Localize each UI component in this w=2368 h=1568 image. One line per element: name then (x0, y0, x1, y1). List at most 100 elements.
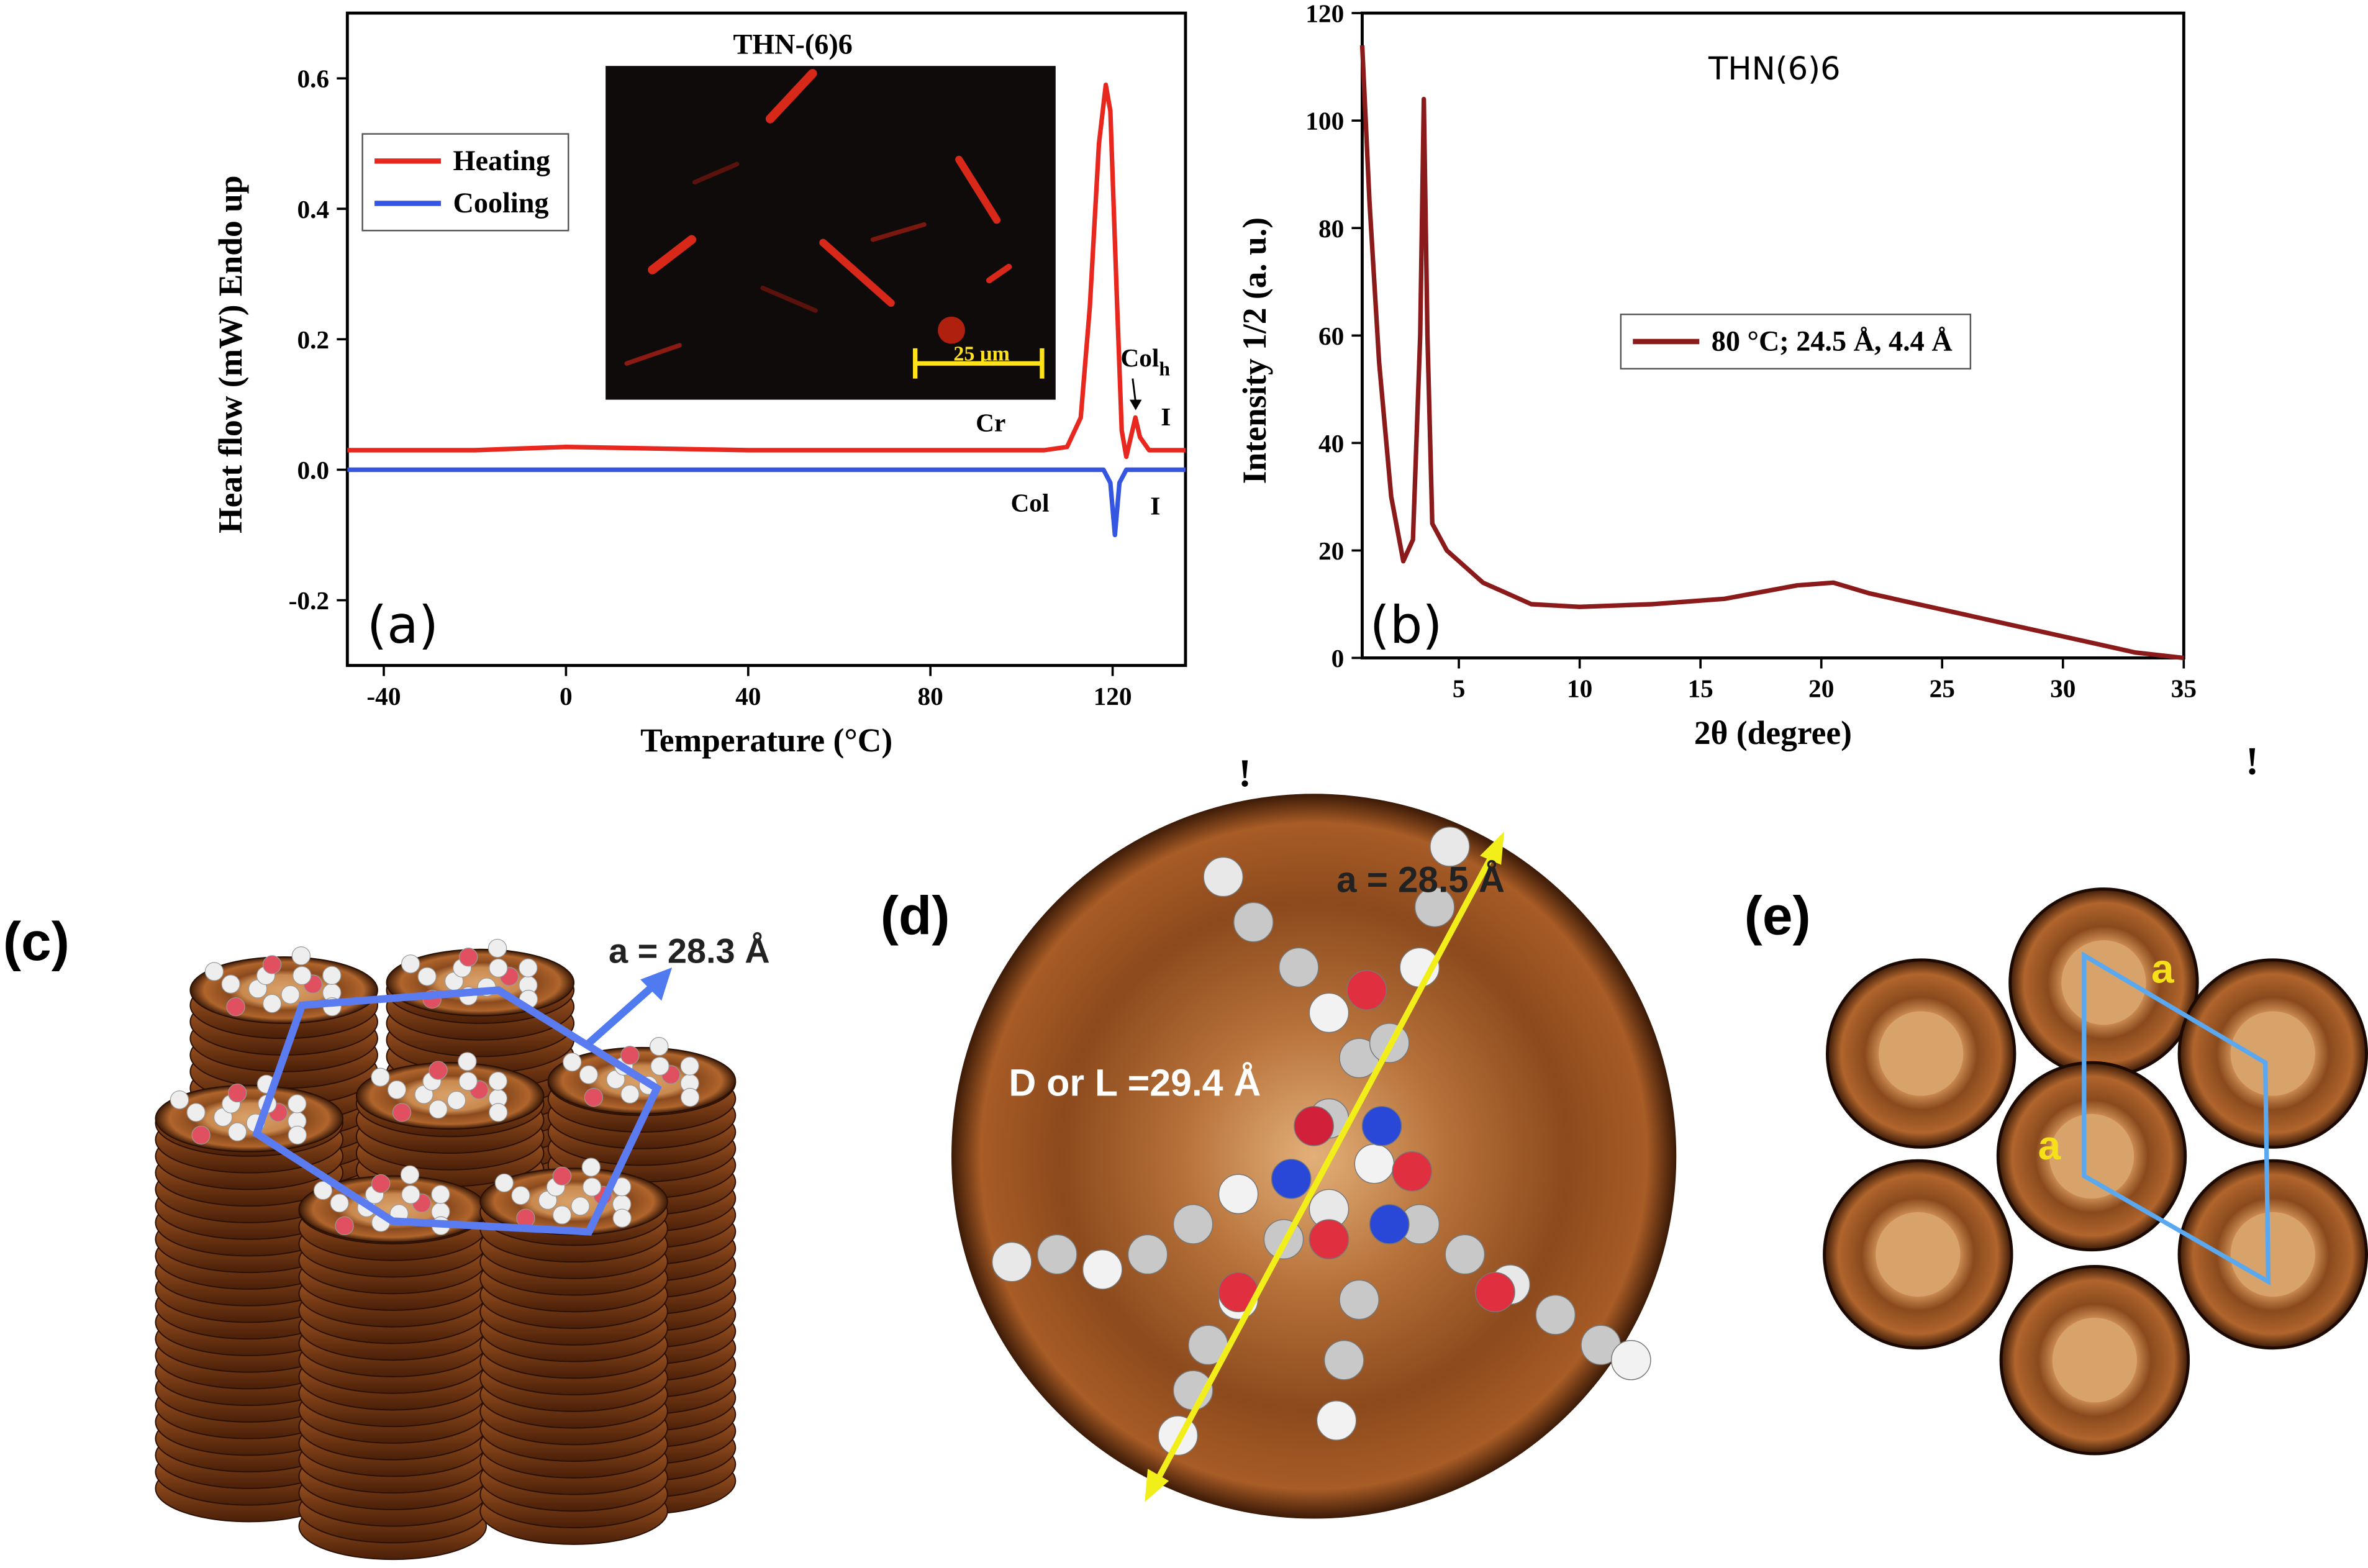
molecule-atom (288, 1094, 307, 1113)
molecule-atom (262, 994, 282, 1013)
molecule-atom (371, 1174, 391, 1194)
molecule-atom (1294, 1105, 1334, 1146)
molecule-atom (1361, 1105, 1402, 1146)
molecule-atom (620, 1084, 640, 1104)
annotation: Cr (976, 409, 1005, 437)
x-tick-label: 20 (1808, 674, 1834, 703)
molecule-atom (429, 1100, 448, 1119)
plot-frame (345, 11, 1187, 668)
dimension-arrow-head (1480, 832, 1505, 865)
molecule-atom (552, 1205, 572, 1225)
molecule-atom (288, 1125, 307, 1145)
panel-label: (b) (1370, 596, 1443, 655)
molecule-atom (581, 1158, 601, 1177)
molecule-atom (680, 1087, 700, 1107)
molecule-atom (1203, 856, 1244, 897)
legend-box (361, 133, 569, 232)
molecule-atom (313, 1181, 333, 1200)
inset-title: THN-(6)6 (733, 29, 852, 60)
unit-cell (2082, 951, 2271, 1286)
lattice-label: a = 28.5 Å (1336, 859, 1505, 900)
molecule-atom (571, 1197, 590, 1216)
molecule-atom (417, 967, 437, 986)
molecule-atom (1392, 1151, 1433, 1192)
molecule-atom (1535, 1294, 1576, 1335)
molecule-atom (1309, 992, 1350, 1033)
molecule-atom (186, 1103, 206, 1122)
molecule-atom (226, 997, 245, 1017)
molecule-atom (552, 1166, 572, 1186)
molecule-atom (1271, 1159, 1312, 1199)
annotation: Col (1120, 343, 1159, 372)
y-tick-label: -0.2 (289, 586, 329, 615)
rods (624, 69, 1012, 366)
molecule-atom (991, 1241, 1032, 1282)
molecule-atom (563, 1053, 582, 1072)
y-tick-label: 0.2 (297, 325, 329, 354)
molecule-atom (582, 1177, 602, 1197)
molecule-atom (1346, 970, 1387, 1010)
molecule-atom (612, 1208, 632, 1228)
panel-label: (c) (3, 911, 70, 972)
molecule-atom (1323, 1339, 1364, 1380)
molecule-atom (1414, 887, 1455, 928)
molecule-atom (1127, 1234, 1168, 1275)
x-tick-label: 30 (2050, 674, 2075, 703)
y-tick-label: 0.4 (297, 195, 329, 224)
molecule-atom (227, 1122, 247, 1141)
molecule-atom (431, 1185, 450, 1204)
annotation: Colh (1120, 343, 1170, 380)
y-tick-label: 100 (1305, 107, 1344, 135)
molecule-atom (447, 1090, 466, 1110)
y-tick-label: 0.0 (297, 456, 329, 484)
stray-mark: ! (1238, 751, 1251, 795)
molecule-atom (1610, 1339, 1651, 1380)
panel-c (155, 938, 737, 1561)
dimension-arrow (1153, 848, 1498, 1485)
column-core (1879, 1011, 1964, 1096)
arrow (1132, 378, 1137, 403)
molecule-atom (227, 1083, 247, 1103)
molecule-atom (620, 1046, 640, 1065)
chart-title: THN(6)6 (1708, 51, 1841, 88)
molecule-atom (1339, 1279, 1379, 1320)
molecule-atom (170, 1090, 189, 1110)
legend: Heating Cooling (361, 133, 569, 232)
molecule-atom (1278, 947, 1319, 988)
molecule-atom (191, 1125, 211, 1145)
molecule-atom (371, 1067, 390, 1087)
inset: 25 µm THN-(6)6 (606, 29, 1056, 400)
molecule-atom (1233, 902, 1274, 943)
molecule-atom (489, 958, 508, 978)
lattice-arrow (586, 979, 660, 1046)
lattice-label: a (2151, 946, 2174, 991)
annotation: Col (1010, 489, 1049, 517)
column-core (2052, 1318, 2137, 1403)
molecule-atom (335, 1216, 354, 1236)
molecule-atom (519, 958, 538, 977)
molecule-atom (400, 1165, 420, 1184)
panel-label: (e) (1744, 885, 1811, 946)
x-tick-label: 10 (1567, 674, 1592, 703)
molecule-atom (221, 974, 240, 994)
legend-label: Heating (453, 145, 551, 176)
x-axis-label: Temperature (°C) (640, 722, 892, 759)
molecule-atom (392, 1103, 412, 1122)
molecule-atom (511, 1185, 530, 1205)
column-core (1876, 1212, 1961, 1297)
legend: 80 °C; 24.5 Å, 4.4 Å (1620, 314, 1972, 369)
size-label: D or L =29.4 Å (1009, 1062, 1261, 1104)
molecule-atom (1309, 1219, 1350, 1260)
molecule-atom (680, 1056, 699, 1076)
x-tick-label: 5 (1453, 674, 1466, 703)
panel-label: (d) (881, 885, 950, 946)
molecule-atom (650, 1036, 669, 1056)
data-line (1359, 45, 2184, 661)
legend-label: 80 °C; 24.5 Å, 4.4 Å (1712, 325, 1953, 357)
y-axis-label: Intensity 1/2 (a. u.) (1236, 217, 1273, 484)
annotation: I (1161, 402, 1171, 431)
x-tick-label: 25 (1930, 674, 1955, 703)
y-tick-label: 60 (1318, 322, 1344, 350)
